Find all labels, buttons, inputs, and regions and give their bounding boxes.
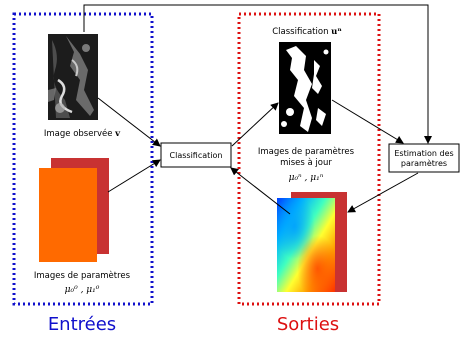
- observed-image: [48, 34, 98, 120]
- updated-param-image-front: [277, 198, 335, 292]
- outputs-group-label: Sorties: [277, 314, 339, 335]
- arrow-params-to-classification: [107, 159, 161, 193]
- estimation-box-label-line2: paramètres: [401, 158, 447, 168]
- estimation-box: [388, 143, 460, 173]
- updated-params-caption-math: μ₀ⁿ , μ₁ⁿ: [289, 173, 324, 183]
- classification-box-label: Classification: [170, 151, 223, 160]
- input-params-caption-math: μ₀⁰ , μ₁⁰: [65, 285, 100, 295]
- arrow-observed-to-estimation: [83, 4, 432, 144]
- arrow-params-to-classification-feedback: [230, 167, 291, 215]
- arrow-estimation-to-params: [347, 172, 419, 213]
- input-param-image-front: [39, 168, 97, 262]
- updated-params-caption-line2: mises à jour: [280, 158, 332, 168]
- classification-output-caption: Classification uⁿ: [272, 27, 342, 37]
- arrow-output-to-estimation: [331, 99, 404, 144]
- estimation-box-label-line1: Estimation des: [394, 149, 453, 158]
- inputs-group-label: Entrées: [48, 314, 116, 335]
- outputs-group-frame: [237, 12, 381, 306]
- updated-params-caption-line1: Images de paramètres: [258, 146, 355, 157]
- arrow-classification-to-output: [231, 102, 279, 147]
- inputs-group-frame: [12, 12, 154, 306]
- observed-image-caption: Image observée v: [44, 128, 121, 139]
- arrow-observed-to-classification: [97, 97, 161, 147]
- input-params-caption-line1: Images de paramètres: [34, 270, 131, 281]
- classification-box: [160, 142, 232, 168]
- classification-output-image: [279, 42, 331, 134]
